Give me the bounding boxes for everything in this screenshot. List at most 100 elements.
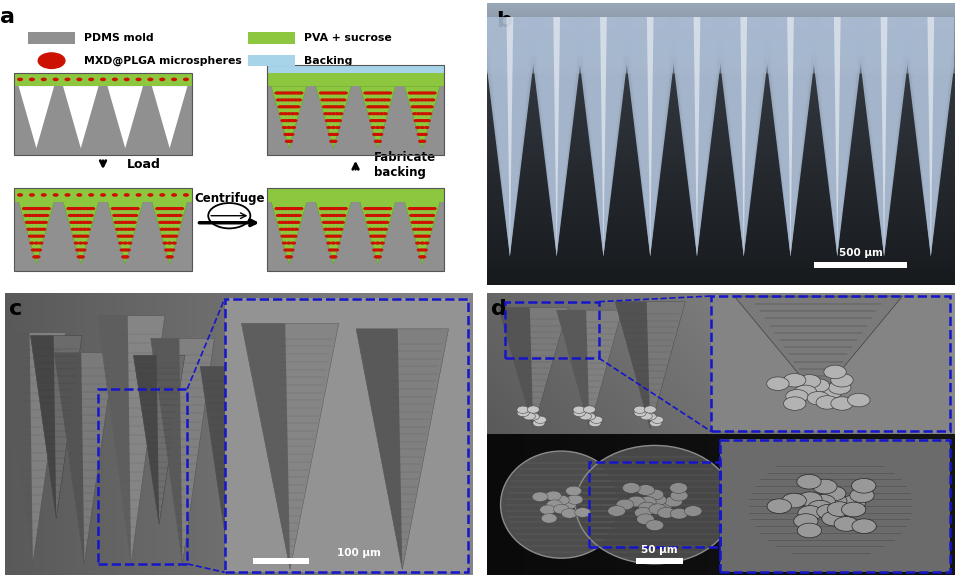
Circle shape	[280, 235, 286, 238]
Circle shape	[423, 91, 428, 95]
Circle shape	[280, 221, 286, 224]
Circle shape	[112, 77, 118, 81]
Circle shape	[123, 242, 128, 244]
Polygon shape	[787, 17, 794, 257]
Circle shape	[72, 221, 78, 224]
Polygon shape	[499, 307, 569, 428]
Circle shape	[423, 112, 429, 116]
Polygon shape	[200, 366, 229, 564]
Circle shape	[423, 235, 428, 238]
Polygon shape	[31, 335, 82, 518]
Circle shape	[339, 221, 345, 224]
Circle shape	[148, 77, 153, 81]
Polygon shape	[714, 17, 773, 257]
Circle shape	[174, 214, 179, 217]
Circle shape	[841, 495, 866, 510]
Bar	[720, 440, 949, 572]
Circle shape	[282, 126, 287, 129]
Polygon shape	[0, 333, 33, 564]
Circle shape	[419, 105, 425, 109]
Polygon shape	[133, 355, 159, 524]
Bar	[505, 302, 598, 358]
Polygon shape	[621, 17, 679, 257]
Polygon shape	[54, 353, 84, 564]
Circle shape	[131, 221, 137, 224]
Circle shape	[658, 507, 675, 518]
Ellipse shape	[501, 451, 622, 558]
Circle shape	[369, 91, 375, 95]
Bar	[14, 73, 192, 155]
Circle shape	[36, 249, 42, 251]
Circle shape	[69, 207, 75, 210]
Circle shape	[296, 214, 302, 217]
Circle shape	[335, 242, 340, 244]
Circle shape	[35, 255, 40, 258]
Circle shape	[342, 91, 348, 95]
Circle shape	[163, 214, 169, 217]
Circle shape	[331, 140, 336, 143]
Circle shape	[424, 242, 430, 244]
Circle shape	[167, 249, 173, 251]
Circle shape	[541, 513, 557, 523]
Circle shape	[416, 207, 422, 210]
Circle shape	[817, 505, 841, 519]
Circle shape	[292, 119, 297, 122]
Circle shape	[325, 235, 330, 238]
Circle shape	[167, 228, 173, 231]
Polygon shape	[356, 329, 403, 569]
Circle shape	[322, 105, 327, 109]
Circle shape	[374, 140, 379, 143]
Circle shape	[286, 126, 292, 129]
Circle shape	[338, 214, 343, 217]
Text: PDMS mold: PDMS mold	[84, 33, 154, 43]
Circle shape	[124, 255, 129, 258]
Circle shape	[634, 409, 646, 417]
Circle shape	[377, 255, 382, 258]
Polygon shape	[764, 17, 816, 257]
Circle shape	[328, 133, 333, 136]
Circle shape	[183, 193, 189, 197]
Circle shape	[293, 112, 299, 116]
Circle shape	[80, 255, 85, 258]
Circle shape	[784, 373, 806, 387]
Circle shape	[123, 214, 128, 217]
Text: Fabricate
backing: Fabricate backing	[374, 151, 436, 179]
Circle shape	[290, 214, 295, 217]
Circle shape	[334, 98, 339, 102]
Circle shape	[325, 119, 330, 122]
Circle shape	[547, 500, 562, 509]
Circle shape	[381, 235, 386, 238]
Circle shape	[323, 228, 329, 231]
Circle shape	[378, 249, 384, 251]
Circle shape	[339, 105, 345, 109]
Circle shape	[337, 119, 342, 122]
Circle shape	[374, 255, 379, 258]
Polygon shape	[718, 17, 769, 257]
Circle shape	[320, 98, 326, 102]
Circle shape	[290, 235, 294, 238]
Circle shape	[828, 502, 852, 516]
Circle shape	[120, 249, 125, 251]
Circle shape	[17, 193, 23, 197]
Circle shape	[34, 207, 39, 210]
Circle shape	[276, 98, 281, 102]
Circle shape	[430, 214, 435, 217]
Circle shape	[649, 504, 667, 514]
Polygon shape	[553, 17, 560, 257]
Circle shape	[334, 214, 339, 217]
Polygon shape	[316, 86, 351, 148]
Polygon shape	[735, 296, 902, 398]
Circle shape	[429, 105, 433, 109]
Polygon shape	[242, 323, 339, 569]
Polygon shape	[908, 17, 953, 257]
Circle shape	[380, 126, 385, 129]
Circle shape	[283, 112, 288, 116]
Circle shape	[798, 492, 822, 506]
Circle shape	[823, 494, 847, 508]
Circle shape	[413, 91, 419, 95]
Circle shape	[517, 409, 529, 417]
Circle shape	[534, 416, 547, 424]
Bar	[267, 73, 444, 86]
Circle shape	[172, 242, 176, 244]
Polygon shape	[905, 17, 957, 257]
